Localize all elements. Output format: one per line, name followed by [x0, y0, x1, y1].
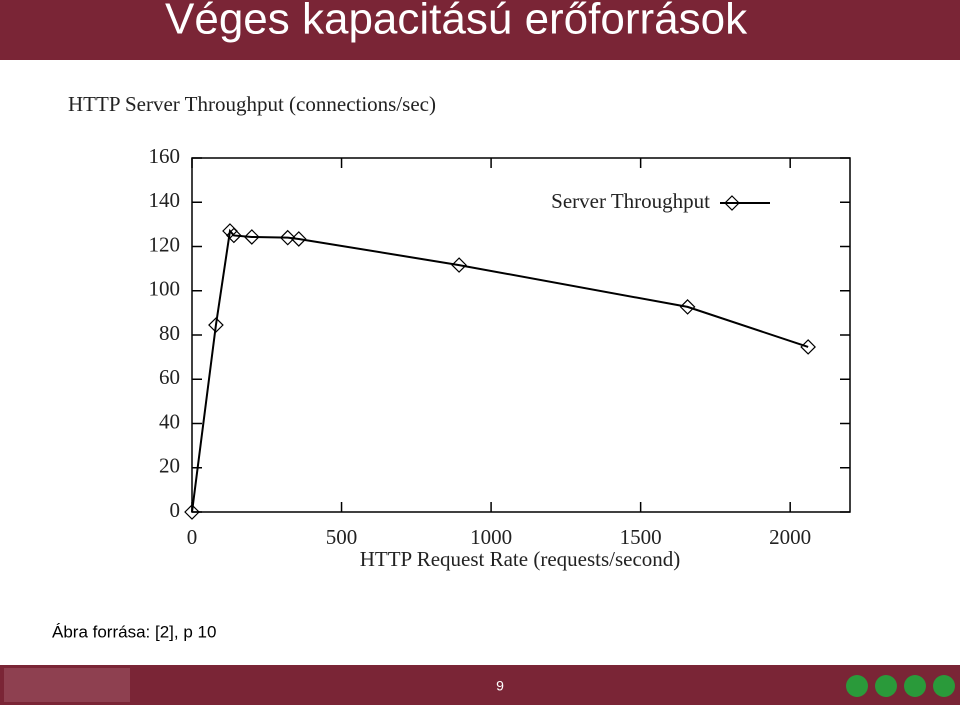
data-point	[279, 229, 296, 246]
data-point	[184, 504, 200, 520]
x-tick-label: 1000	[470, 525, 512, 549]
department-logos	[846, 675, 955, 697]
university-logo	[4, 668, 130, 702]
y-tick-label: 60	[159, 365, 180, 389]
data-point	[451, 257, 467, 273]
y-tick-label: 80	[159, 321, 180, 345]
y-tick-label: 100	[149, 277, 181, 301]
chart-title: HTTP Server Throughput (connections/sec)	[68, 92, 436, 116]
data-point	[208, 317, 224, 333]
legend-label: Server Throughput	[551, 189, 710, 213]
x-tick-label: 500	[326, 525, 358, 549]
page-number: 9	[496, 678, 504, 694]
x-tick-label: 0	[187, 525, 198, 549]
data-point	[800, 339, 816, 355]
x-tick-label: 2000	[769, 525, 811, 549]
data-point	[226, 227, 242, 244]
slide-title: Véges kapacitású erőforrások	[165, 0, 748, 44]
caption: Ábra forrása: [2], p 10	[52, 622, 216, 641]
title-bar	[0, 0, 960, 60]
footer-bar	[0, 665, 960, 705]
legend-marker	[724, 195, 740, 211]
series-line	[191, 228, 809, 513]
x-axis-label: HTTP Request Rate (requests/second)	[360, 547, 681, 571]
y-tick-label: 40	[159, 409, 180, 433]
data-point	[679, 299, 696, 315]
y-tick-label: 160	[149, 144, 181, 168]
y-tick-label: 0	[170, 498, 181, 522]
y-tick-label: 140	[149, 188, 181, 212]
x-tick-label: 1500	[620, 525, 662, 549]
data-point	[290, 231, 307, 247]
y-tick-label: 20	[159, 454, 180, 478]
data-point	[243, 229, 260, 245]
y-tick-label: 120	[149, 232, 181, 256]
plot-border	[191, 157, 851, 513]
